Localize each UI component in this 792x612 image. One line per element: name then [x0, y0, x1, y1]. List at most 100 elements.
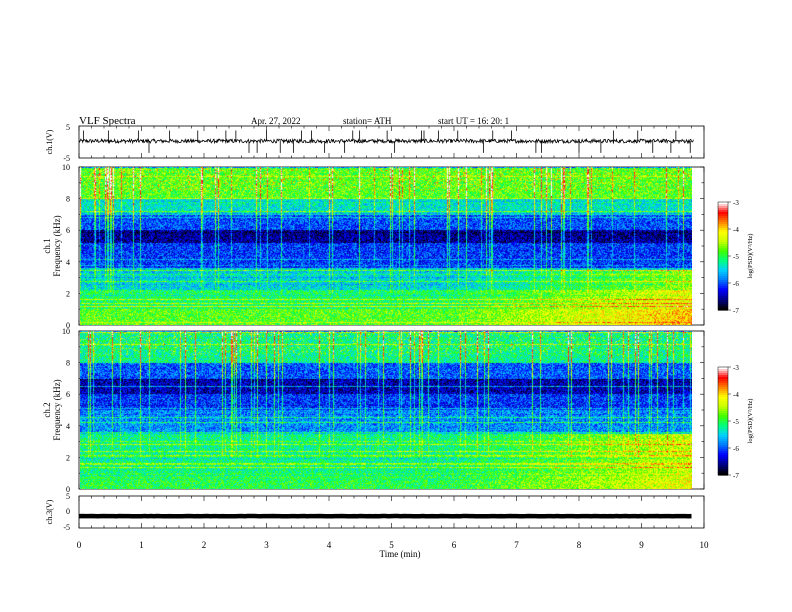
colorbar-swatch — [718, 228, 728, 231]
time-axis-label: Time (min) — [380, 549, 421, 559]
colorbar-swatch — [718, 256, 728, 259]
ch3-ytick-bottom: -5 — [63, 523, 70, 532]
x-tick-label: 5 — [389, 540, 394, 550]
colorbar-swatch — [718, 226, 728, 229]
colorbar-swatch — [718, 246, 728, 249]
ch1-panel: 5 -5 ch.1(V) — [45, 123, 705, 163]
colorbar-tick-label: -4 — [733, 391, 739, 399]
ch1-spec-ytick-label: 6 — [66, 226, 70, 235]
colorbar-swatch — [718, 304, 728, 307]
ch2-spec-ytick-label: 0 — [66, 485, 70, 494]
colorbar-swatch — [718, 395, 728, 398]
ch2-spec-ytick-label: 4 — [66, 422, 70, 431]
colorbar-swatch — [718, 375, 728, 378]
colorbar-swatch — [718, 278, 728, 281]
colorbar-swatch — [718, 403, 728, 406]
colorbar-swatch — [718, 298, 728, 301]
colorbar-swatch — [718, 371, 728, 374]
colorbar-swatch — [718, 272, 728, 275]
colorbar-swatch — [718, 473, 728, 476]
x-tick-label: 1 — [139, 540, 144, 550]
colorbar-swatch — [718, 264, 728, 267]
colorbar-swatch — [718, 220, 728, 223]
colorbar-swatch — [718, 244, 728, 247]
colorbar-tick-label: -5 — [733, 418, 739, 426]
colorbar-swatch — [718, 383, 728, 386]
colorbar-swatch — [718, 252, 728, 255]
colorbar-swatch — [718, 290, 728, 293]
ch2-spectrogram-image — [80, 331, 692, 489]
colorbar-swatch — [718, 413, 728, 416]
colorbar-swatch — [718, 236, 728, 239]
station-label: station= ATH — [343, 116, 392, 126]
colorbar-swatch — [718, 308, 728, 311]
colorbar-swatch — [718, 284, 728, 287]
colorbar-tick-label: -7 — [733, 307, 739, 315]
colorbar-swatch — [718, 465, 728, 468]
colorbar-swatch — [718, 280, 728, 283]
colorbar-swatch — [718, 387, 728, 390]
colorbar-swatch — [718, 216, 728, 219]
colorbar-swatch — [718, 457, 728, 460]
colorbar-tick-label: -4 — [733, 226, 739, 234]
x-tick-label: 4 — [327, 540, 332, 550]
colorbar-swatch — [718, 411, 728, 414]
colorbar-swatch — [718, 240, 728, 243]
ch1-spec-ylabel: Frequency (kHz) — [52, 215, 62, 276]
colorbar-swatch — [718, 276, 728, 279]
colorbar-swatch — [718, 250, 728, 253]
ch3-xticks — [78, 496, 705, 528]
colorbar-swatch — [718, 210, 728, 213]
x-tick-label: 3 — [264, 540, 269, 550]
colorbar-swatch — [718, 441, 728, 444]
ch1-xticks — [78, 126, 705, 158]
colorbar-swatch — [718, 405, 728, 408]
figure-title: VLF Spectra — [79, 115, 136, 127]
colorbar-tick-label: -3 — [733, 364, 739, 372]
colorbar-swatch — [718, 260, 728, 263]
x-tick-label: 8 — [577, 540, 582, 550]
colorbar-swatch — [718, 238, 728, 241]
colorbar-swatch — [718, 282, 728, 285]
ch2-spec-ytick-label: 2 — [66, 453, 70, 462]
ch2-spec-yticks: 0 2 4 6 8 10 — [62, 327, 704, 494]
colorbar-swatch — [718, 248, 728, 251]
colorbar-swatch — [718, 377, 728, 380]
colorbar-swatch — [718, 274, 728, 277]
colorbar-swatch — [718, 258, 728, 261]
colorbar-swatch — [718, 445, 728, 448]
colorbar-swatch — [718, 463, 728, 466]
ch2-spec-ytick-label: 6 — [66, 390, 70, 399]
colorbar-swatch — [718, 393, 728, 396]
colorbar-swatch — [718, 222, 728, 225]
colorbar-swatch — [718, 208, 728, 211]
colorbar-tick-label: -6 — [733, 280, 739, 288]
colorbar-label: log(PSD)(V²/Hz) — [747, 234, 754, 279]
colorbar-swatch — [718, 268, 728, 271]
colorbar-swatch — [718, 433, 728, 436]
x-tick-label: 9 — [639, 540, 644, 550]
colorbar-swatch — [718, 300, 728, 303]
colorbar-swatch — [718, 453, 728, 456]
ch2-spec-channel-label: ch.2 — [42, 402, 52, 417]
ch2-spec-ytick-label: 8 — [66, 359, 70, 368]
colorbar-swatch — [718, 212, 728, 215]
colorbar-swatch — [718, 389, 728, 392]
colorbar-swatch — [718, 232, 728, 235]
colorbar-swatch — [718, 379, 728, 382]
colorbar-swatch — [718, 415, 728, 418]
ch1-spec-ytick-label: 10 — [62, 163, 70, 172]
colorbar-swatch — [718, 399, 728, 402]
colorbar-swatch — [718, 385, 728, 388]
colorbar-swatch — [718, 234, 728, 237]
ch2-colorbar: -3 -4 -5 -6 -7 log(PSD)(V²/Hz) — [717, 364, 754, 480]
colorbar-swatch — [718, 218, 728, 221]
colorbar-swatch — [718, 391, 728, 394]
colorbar-swatch — [718, 202, 728, 205]
colorbar-swatch — [718, 206, 728, 209]
ch1-spec-ytick-label: 8 — [66, 195, 70, 204]
ch3-ytick-mid: 0 — [66, 507, 70, 516]
colorbar-swatch — [718, 242, 728, 245]
colorbar-swatch — [718, 419, 728, 422]
colorbar-tick-label: -6 — [733, 445, 739, 453]
